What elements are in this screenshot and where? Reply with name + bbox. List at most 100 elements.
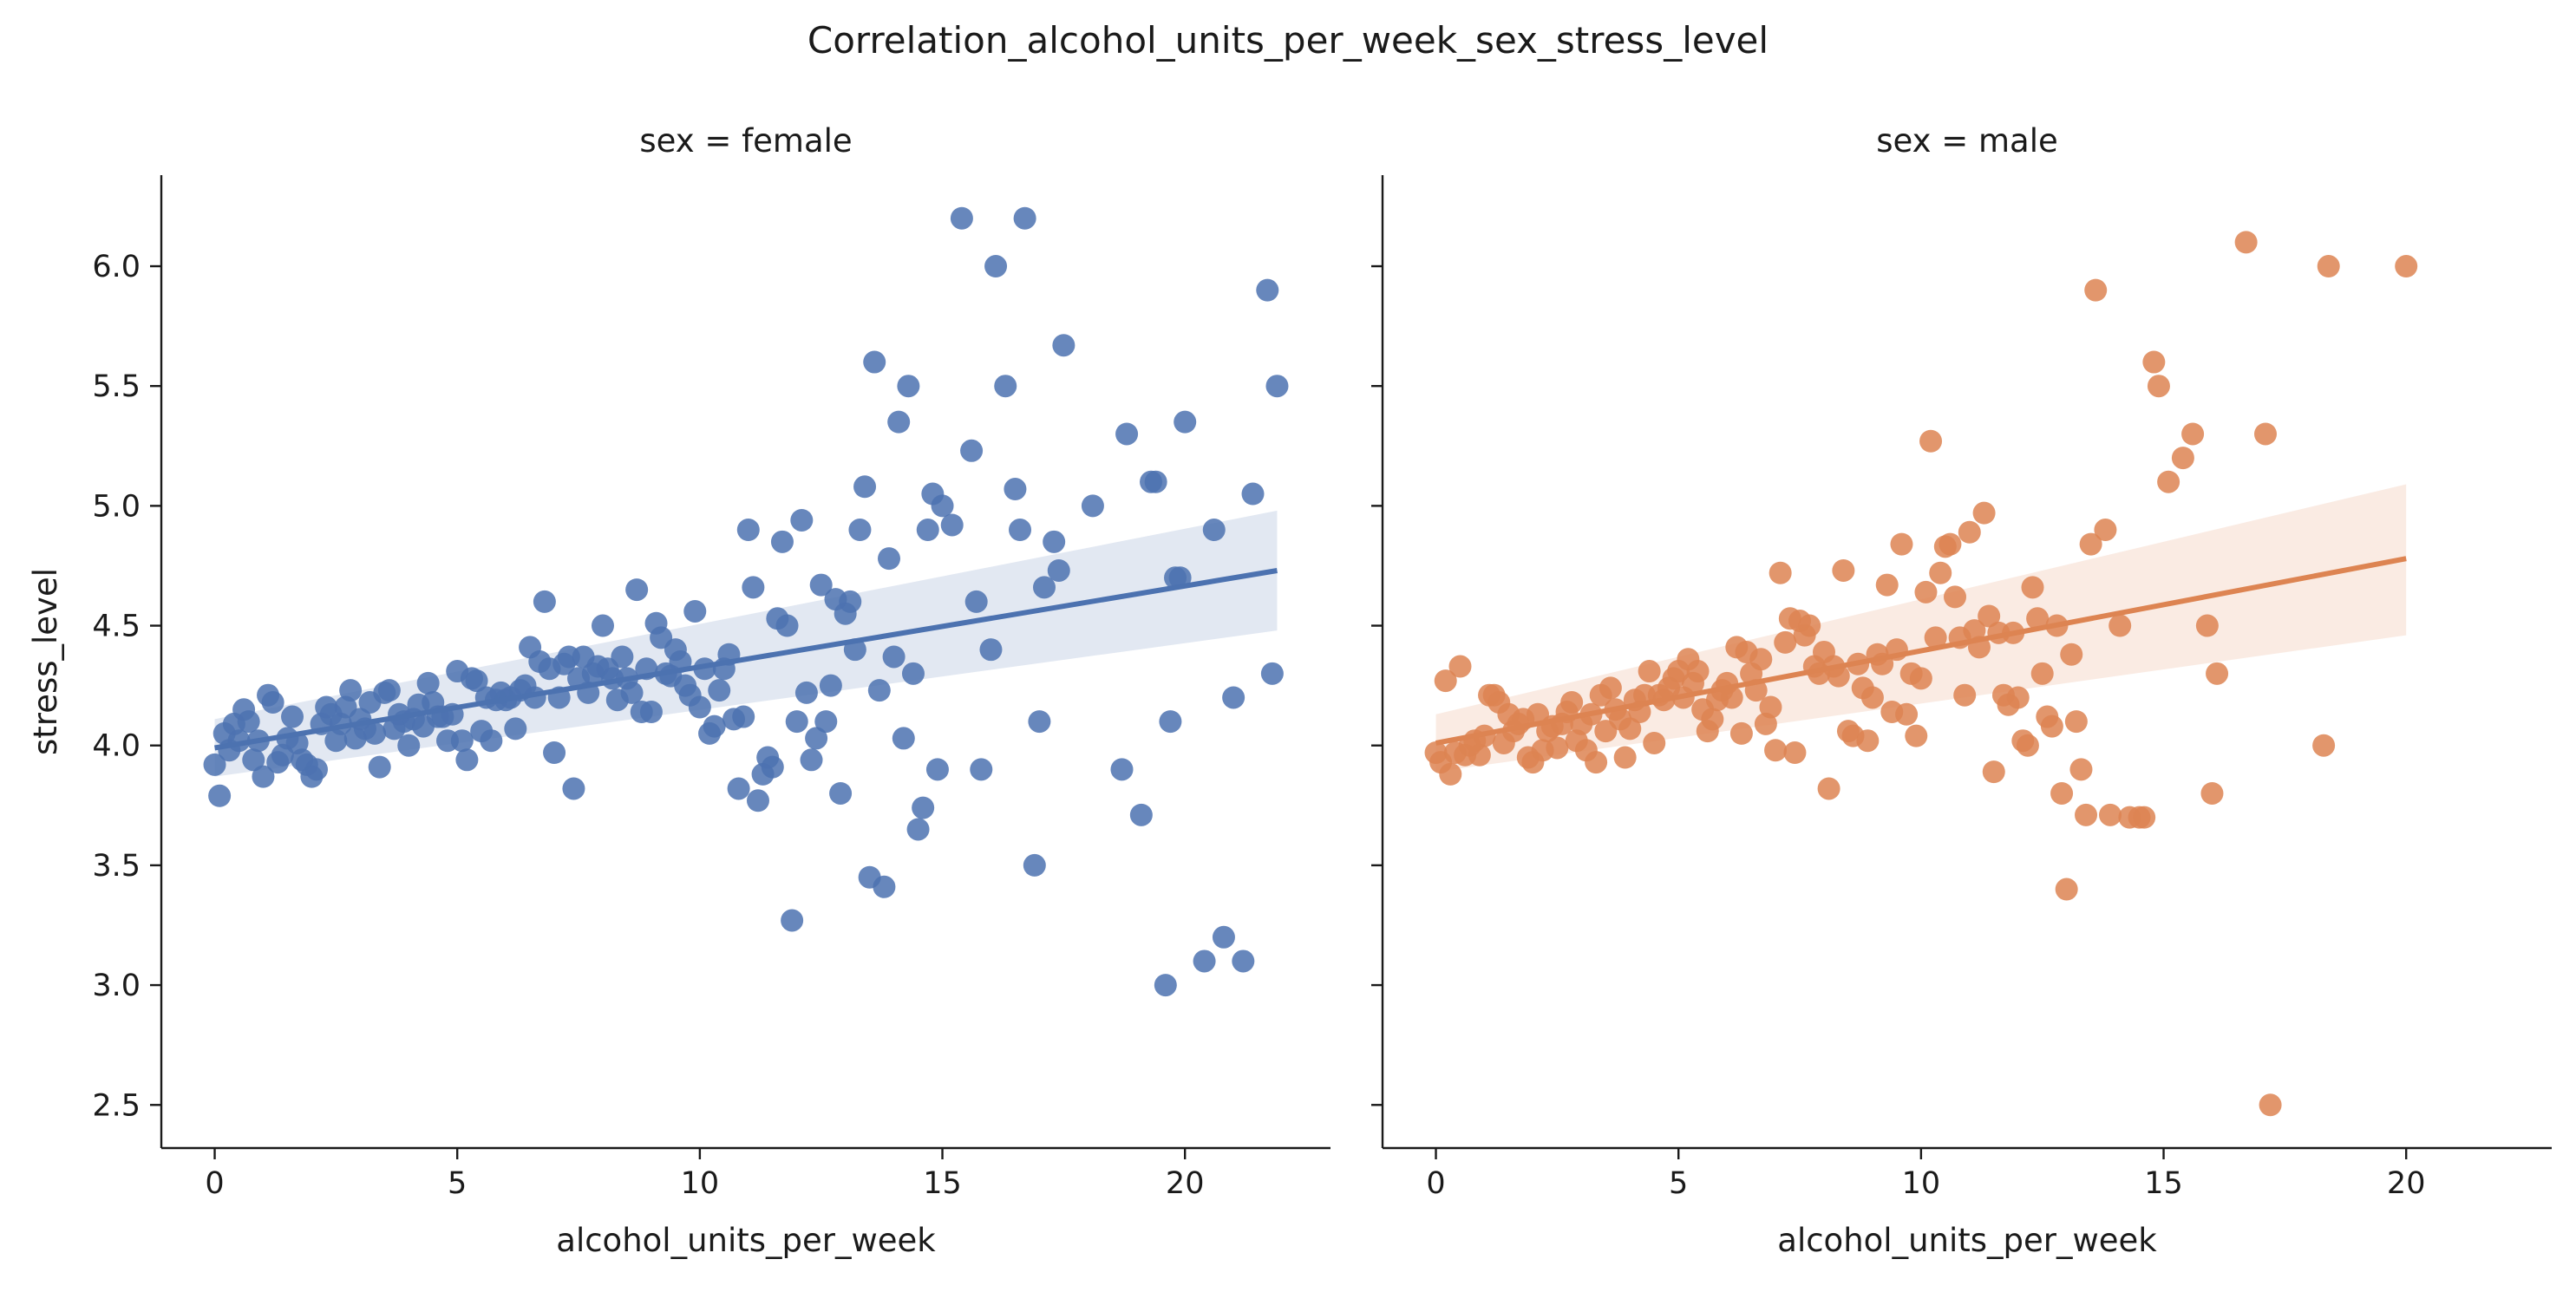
data-point (761, 755, 784, 779)
data-point (805, 727, 828, 750)
data-point (925, 758, 949, 781)
data-point (950, 206, 973, 230)
data-point (1953, 683, 1977, 707)
data-point (252, 765, 275, 788)
data-point (339, 679, 363, 702)
data-point (2079, 532, 2102, 556)
data-point (2157, 470, 2180, 493)
confidence-band (214, 510, 1278, 777)
data-point (819, 674, 842, 697)
data-point (1774, 630, 1797, 654)
data-point (242, 748, 265, 772)
data-point (611, 645, 634, 669)
data-point (979, 638, 1003, 662)
data-point (1769, 561, 1792, 584)
data-point (2060, 643, 2083, 666)
data-point (208, 784, 232, 807)
x-tick-label: 10 (1902, 1166, 1941, 1201)
data-point (1924, 626, 1947, 649)
data-point (1856, 729, 1880, 753)
data-point (1643, 731, 1666, 754)
data-point (1686, 660, 1710, 683)
data-point (1764, 739, 1788, 762)
data-point (1919, 429, 1943, 453)
data-point (1047, 558, 1070, 582)
panel-0: sex = female 0 5 10 15 20 2.5 3.0 3.5 4.0 4.5 5.0 5.… (27, 122, 1330, 1259)
data-point (2395, 255, 2418, 278)
data-point (2259, 1093, 2282, 1117)
data-point (1982, 760, 2005, 784)
data-point (2234, 231, 2258, 254)
y-tick-label: 4.0 (92, 729, 141, 764)
data-point (261, 690, 284, 714)
data-point (912, 796, 935, 819)
data-point (465, 669, 488, 693)
x-tick-label: 10 (681, 1166, 720, 1201)
data-point (2099, 803, 2122, 826)
data-point (897, 375, 920, 398)
data-point (1081, 494, 1104, 518)
regression-line (1435, 556, 2407, 746)
data-point (1052, 334, 1076, 357)
data-point (480, 729, 503, 753)
data-point (2133, 806, 2156, 829)
data-point (1004, 478, 1027, 501)
data-point (1560, 690, 1584, 714)
data-point (790, 508, 814, 532)
data-point (736, 519, 760, 542)
data-point (2030, 662, 2054, 685)
data-point (960, 439, 984, 462)
data-point (591, 614, 614, 637)
data-point (800, 748, 823, 772)
data-point (203, 753, 226, 776)
data-point (625, 578, 649, 602)
y-tick-label: 5.0 (92, 489, 141, 524)
data-point (2064, 710, 2088, 734)
data-point (848, 519, 872, 542)
data-point (2094, 519, 2117, 542)
data-point (839, 590, 862, 613)
chart-title: Correlation_alcohol_units_per_week_sex_s… (807, 19, 1769, 62)
data-point (867, 679, 891, 702)
data-point (2317, 255, 2340, 278)
data-point (363, 721, 387, 745)
data-point (1701, 708, 1724, 731)
data-point (1905, 724, 1928, 747)
data-point (1468, 743, 1491, 767)
x-tick-label: 15 (923, 1166, 962, 1201)
data-point (2142, 350, 2166, 374)
data-point (994, 375, 1017, 398)
x-tick-label: 5 (448, 1166, 467, 1201)
panel-title: sex = female (639, 122, 852, 160)
data-point (397, 734, 421, 757)
data-point (1720, 686, 1743, 709)
panel-1: sex = male 0 5 10 15 20 alcohol_units_per_week (1371, 122, 2552, 1259)
data-point (742, 576, 765, 599)
data-point (1585, 751, 1608, 774)
y-axis-label: stress_level (27, 568, 64, 755)
data-point (1212, 925, 1235, 949)
data-point (964, 590, 988, 613)
data-point (746, 789, 769, 812)
data-point (2181, 422, 2205, 446)
panels: sex = female 0 5 10 15 20 2.5 3.0 3.5 4.0 4.5 5.0 5.… (27, 122, 2552, 1259)
data-point (2026, 607, 2050, 630)
data-point (504, 717, 527, 741)
data-point (984, 255, 1008, 278)
x-axis-label: alcohol_units_per_week (556, 1222, 936, 1259)
data-point (2200, 781, 2224, 805)
data-point (533, 590, 556, 613)
data-point (863, 350, 886, 374)
data-point (1749, 648, 1773, 671)
data-point (2021, 576, 2044, 599)
data-point (1638, 660, 1661, 683)
data-point (1159, 710, 1182, 734)
data-point (455, 748, 479, 772)
data-point (732, 705, 755, 728)
data-point (882, 645, 906, 669)
data-point (873, 875, 896, 898)
data-point (1860, 686, 1884, 709)
data-point (1434, 669, 1457, 693)
y-tick-label: 3.5 (92, 849, 141, 884)
data-point (2253, 422, 2277, 446)
